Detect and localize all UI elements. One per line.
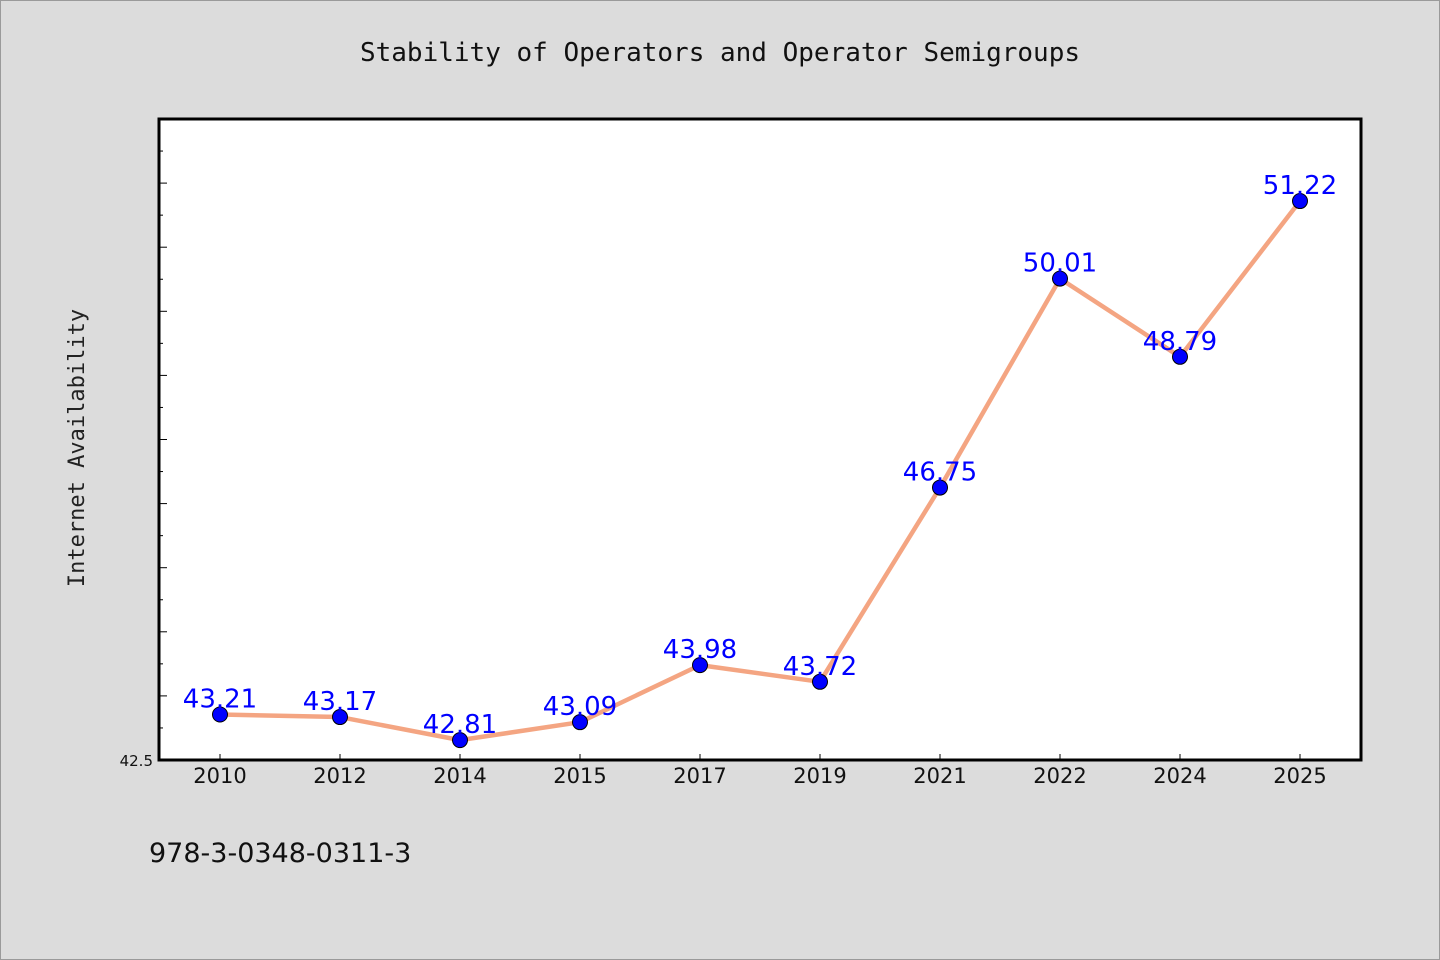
y-axis-label: Internet Availability: [65, 309, 90, 587]
x-axis-ticks: 2010 2012 2014 2015 2017 2019 2021 2022 2024 2025: [193, 754, 1327, 788]
data-point: [572, 714, 588, 731]
data-label: 51.22: [1263, 171, 1337, 201]
isbn-label: 978-3-0348-0311-3: [149, 838, 411, 869]
data-point: [452, 732, 468, 749]
data-point: [1172, 348, 1188, 365]
data-label: 43.72: [783, 652, 857, 682]
data-label: 43.17: [303, 687, 377, 717]
series-line: [217, 198, 1303, 743]
x-tick-label: 2019: [793, 764, 846, 788]
x-tick-label: 2025: [1273, 764, 1326, 788]
x-tick-label: 2014: [433, 764, 486, 788]
data-labels: 43.21 43.17 42.81 43.09 43.98 43.72 46.75 50.01…: [183, 171, 1337, 740]
data-label: 46.75: [903, 458, 977, 488]
data-point: [812, 673, 828, 690]
x-tick-label: 2021: [913, 764, 966, 788]
data-label: 42.81: [423, 710, 497, 740]
data-point: [1052, 270, 1068, 287]
data-point: [1292, 193, 1308, 210]
data-point: [332, 709, 348, 726]
x-tick-label: 2022: [1033, 764, 1086, 788]
data-label: 48.79: [1143, 327, 1217, 357]
plot-border: [157, 117, 1363, 762]
plot-area: [159, 119, 1361, 760]
data-point: [932, 479, 948, 496]
data-point: [692, 657, 708, 674]
y-tick-label-min: 42.5: [120, 752, 153, 770]
data-point: [212, 706, 228, 723]
x-tick-label: 2024: [1153, 764, 1206, 788]
data-label: 43.09: [543, 692, 617, 722]
x-tick-label: 2012: [313, 764, 366, 788]
chart-title: Stability of Operators and Operator Semi…: [360, 38, 1080, 68]
data-label: 43.98: [663, 635, 737, 665]
x-tick-label: 2015: [553, 764, 606, 788]
x-tick-label: 2010: [193, 764, 246, 788]
data-markers: [212, 193, 1308, 749]
x-tick-label: 2017: [673, 764, 726, 788]
data-label: 43.21: [183, 684, 257, 714]
data-label: 50.01: [1023, 249, 1097, 279]
